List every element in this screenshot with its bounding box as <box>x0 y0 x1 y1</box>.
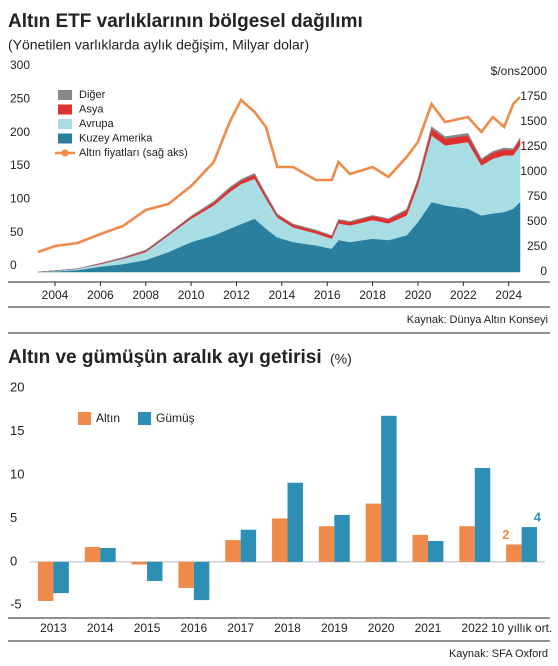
bar <box>474 467 491 562</box>
chart-title: Altın ve gümüşün aralık ayı getirisi <box>8 347 322 368</box>
bar <box>100 547 116 562</box>
y2-tick-label: 1750 <box>520 89 547 103</box>
y2-axis-label: $/ons <box>491 64 520 78</box>
x-tick-label: 2006 <box>87 288 114 302</box>
legend-label: Altın fiyatları (sağ aks) <box>79 147 188 159</box>
y-tick-label: 50 <box>10 225 24 239</box>
y-tick-label: 15 <box>10 423 24 438</box>
bar <box>178 561 194 588</box>
x-tick-label: 2021 <box>415 621 442 635</box>
legend-swatch <box>58 104 72 115</box>
data-label: 4 <box>534 510 542 525</box>
y2-tick-label: 250 <box>527 239 547 253</box>
bar <box>37 561 54 601</box>
bar <box>334 514 350 562</box>
x-tick-label: 2018 <box>274 621 301 635</box>
y2-tick-label: 1000 <box>520 164 547 178</box>
legend-swatch <box>61 149 69 157</box>
legend-label: Avrupa <box>79 118 115 130</box>
x-tick-label: 2019 <box>321 621 348 635</box>
data-label: 2 <box>502 527 509 542</box>
bar <box>84 547 101 562</box>
bar <box>318 526 335 562</box>
bar <box>521 527 538 562</box>
bar <box>287 482 303 562</box>
source: Kaynak: SFA Oxford <box>449 648 548 660</box>
y-tick-label: 300 <box>10 58 30 72</box>
x-tick-label: 2013 <box>40 621 67 635</box>
legend-label: Kuzey Amerika <box>79 132 153 144</box>
y-tick-label: 5 <box>10 510 17 525</box>
bar <box>193 561 210 601</box>
x-tick-label: 2020 <box>405 288 432 302</box>
bar <box>272 518 288 562</box>
x-tick-label: 2016 <box>181 621 208 635</box>
x-tick-label: 2022 <box>450 288 477 302</box>
y-tick-label: 250 <box>10 92 30 106</box>
y-tick-label: 100 <box>10 192 30 206</box>
bar <box>131 561 148 565</box>
unit-label: (%) <box>330 351 352 367</box>
bar <box>365 503 382 562</box>
legend-swatch <box>58 119 72 129</box>
y2-tick-label: 2000 <box>520 64 547 78</box>
x-tick-label: 10 yıllık ort. <box>491 621 552 635</box>
legend-label: Asya <box>79 103 104 115</box>
bar <box>225 540 241 562</box>
x-tick-label: 2014 <box>268 288 295 302</box>
x-tick-label: 2008 <box>132 288 159 302</box>
legend-swatch <box>58 133 72 144</box>
y-tick-label: 0 <box>10 553 17 568</box>
y2-tick-label: 1250 <box>520 139 547 153</box>
bar <box>427 540 444 562</box>
legend-swatch <box>138 412 151 425</box>
y-tick-label: 150 <box>10 158 30 172</box>
y-tick-label: 10 <box>10 466 24 481</box>
y-tick-label: 200 <box>10 125 30 139</box>
x-tick-label: 2018 <box>359 288 386 302</box>
bar <box>147 561 163 581</box>
y2-tick-label: 500 <box>527 214 547 228</box>
x-tick-label: 2014 <box>87 621 114 635</box>
bar <box>412 534 428 562</box>
y2-tick-label: 0 <box>540 264 547 278</box>
x-tick-label: 2012 <box>223 288 250 302</box>
chart-title: Altın ETF varlıklarının bölgesel dağılım… <box>8 11 363 32</box>
x-tick-label: 2015 <box>134 621 161 635</box>
legend-label: Altın <box>96 411 120 425</box>
x-tick-label: 2020 <box>368 621 395 635</box>
y2-tick-label: 750 <box>527 189 547 203</box>
x-tick-label: 2016 <box>314 288 341 302</box>
x-tick-label: 2017 <box>227 621 254 635</box>
legend-swatch <box>58 90 72 100</box>
x-tick-label: 2022 <box>461 621 488 635</box>
y-tick-label: -5 <box>10 597 22 612</box>
area <box>37 126 521 273</box>
y-tick-label: 0 <box>10 258 17 272</box>
bar <box>459 526 475 562</box>
legend-label: Diğer <box>79 89 106 101</box>
source: Kaynak: Dünya Altın Konseyi <box>407 314 548 326</box>
x-tick-label: 2004 <box>42 288 69 302</box>
bar <box>381 415 397 562</box>
y-tick-label: 20 <box>10 379 24 394</box>
bar <box>240 529 257 562</box>
x-tick-label: 2010 <box>178 288 205 302</box>
line <box>37 96 521 254</box>
legend-label: Gümüş <box>156 411 195 425</box>
y2-tick-label: 1500 <box>520 114 547 128</box>
chart-subtitle: (Yönetilen varlıklarda aylık değişim, Mi… <box>8 37 309 53</box>
legend-swatch <box>78 412 91 425</box>
bar <box>506 544 522 562</box>
x-tick-label: 2024 <box>495 288 522 302</box>
bar <box>53 561 69 594</box>
